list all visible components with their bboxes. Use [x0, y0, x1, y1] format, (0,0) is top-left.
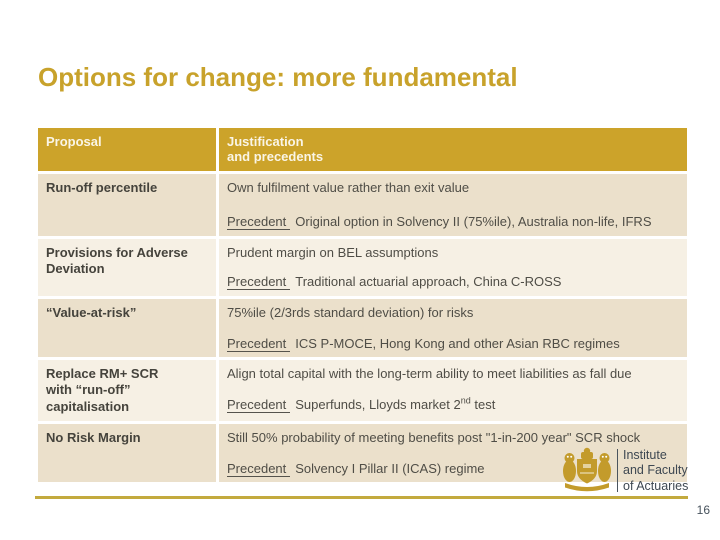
justification-text: Align total capital with the long-term a…: [227, 366, 632, 382]
precedent-detail: Solvency I Pillar II (ICAS) regime: [295, 460, 485, 476]
page-title: Options for change: more fundamental: [38, 62, 518, 92]
logo-wordmark: Institute and Faculty of Actuaries: [623, 448, 689, 493]
table-row: No Risk Margin Still 50% probability of …: [38, 423, 687, 483]
justification-text: Still 50% probability of meeting benefit…: [227, 429, 641, 445]
precedent-label: Precedent: [227, 335, 291, 352]
precedent-label: Precedent: [227, 460, 291, 477]
precedent-label: Precedent: [227, 396, 291, 413]
table-row: Run-off percentile Own fulfilment value …: [38, 173, 687, 236]
proposal-text: Replace RM+ SCR with “run-off” capitalis…: [46, 366, 159, 414]
table-row: Replace RM+ SCR with “run-off” capitalis…: [38, 360, 687, 421]
table-header-row: Proposal Justification and precedents: [38, 128, 687, 171]
proposal-text: Provisions for Adverse Deviation: [46, 244, 188, 277]
proposal-table: Proposal Justification and precedents Ru…: [38, 128, 687, 483]
precedent-label: Precedent: [227, 274, 291, 291]
justification-text: Prudent margin on BEL assumptions: [227, 244, 439, 260]
page-number: 16: [696, 503, 710, 517]
proposal-text: Run-off percentile: [46, 179, 158, 195]
footer-rule: [35, 496, 688, 499]
precedent-detail: test: [470, 396, 496, 412]
justification-text: Own fulfilment value rather than exit va…: [227, 179, 470, 195]
ifoa-logo: [561, 446, 613, 498]
header-cell-justification: Justification and precedents: [219, 128, 687, 171]
precedent-line: Precedent Superfunds, Lloyds market 2nd t…: [227, 395, 679, 413]
precedent-line: Precedent Original option in Solvency II …: [227, 214, 679, 231]
logo-divider: [617, 449, 618, 492]
table-row: “Value-at-risk” 75%ile (2/3rds standard …: [38, 299, 687, 358]
proposal-text: No Risk Margin: [46, 429, 141, 445]
justification-text: 75%ile (2/3rds standard deviation) for r…: [227, 305, 474, 321]
table-row: Provisions for Adverse Deviation Prudent…: [38, 238, 687, 297]
precedent-line: Precedent Solvency I Pillar II (ICAS) reg…: [227, 460, 679, 477]
precedent-detail: Traditional actuarial approach, China C-…: [295, 274, 562, 290]
precedent-label: Precedent: [227, 214, 291, 231]
header-cell-proposal: Proposal: [38, 128, 216, 171]
proposal-text: “Value-at-risk”: [46, 305, 137, 321]
ifoa-crest-icon: [563, 447, 611, 492]
precedent-superscript: nd: [460, 395, 471, 406]
precedent-line: Precedent Traditional actuarial approach,…: [227, 274, 679, 291]
precedent-detail: Superfunds, Lloyds market 2: [295, 396, 461, 412]
precedent-detail: Original option in Solvency II (75%ile),…: [295, 214, 652, 230]
precedent-line: Precedent ICS P-MOCE, Hong Kong and other…: [227, 335, 679, 352]
precedent-detail: ICS P-MOCE, Hong Kong and other Asian RB…: [295, 335, 620, 351]
